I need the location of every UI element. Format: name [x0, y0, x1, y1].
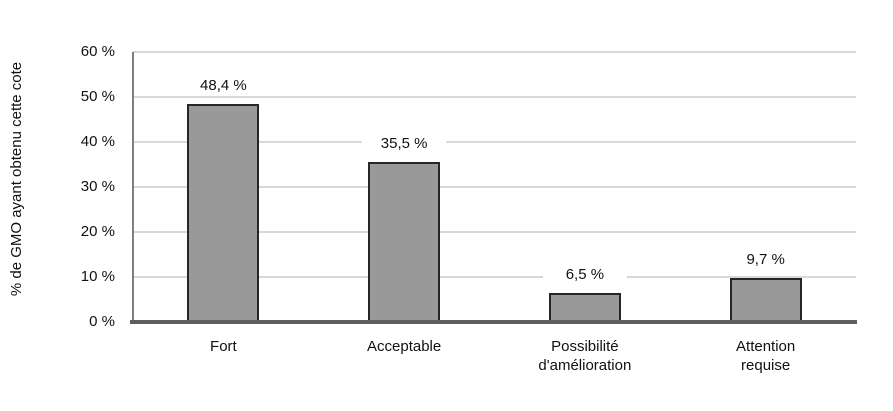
- gridline: [133, 51, 856, 53]
- bar-value-label: 6,5 %: [542, 265, 627, 284]
- x-category-label: Acceptable: [367, 338, 442, 355]
- y-tick-label: 60 %: [80, 43, 115, 60]
- x-category-label: Possibilité d'amélioration: [538, 338, 632, 374]
- bar: [368, 162, 441, 322]
- x-axis-baseline: [130, 320, 857, 324]
- y-tick-label: 0 %: [89, 313, 115, 330]
- y-tick-label: 30 %: [80, 178, 115, 195]
- y-tick-label: 50 %: [80, 88, 115, 105]
- bar: [548, 292, 621, 322]
- bar: [729, 278, 802, 322]
- y-tick-label: 40 %: [80, 133, 115, 150]
- y-tick-label: 10 %: [80, 268, 115, 285]
- bar: [187, 104, 260, 322]
- gridline: [133, 141, 856, 143]
- bar-value-label: 48,4 %: [181, 77, 266, 96]
- gridline: [133, 186, 856, 188]
- gridline: [133, 96, 856, 98]
- gridline: [133, 276, 856, 278]
- x-category-label: Fort: [210, 338, 237, 355]
- bar-value-label: 35,5 %: [362, 135, 447, 154]
- bar-value-label: 9,7 %: [723, 251, 808, 270]
- gridline: [133, 231, 856, 233]
- y-axis-line: [132, 52, 134, 322]
- y-tick-label: 20 %: [80, 223, 115, 240]
- y-axis-title: % de GMO ayant obtenu cette cote: [8, 61, 25, 297]
- x-category-label: Attention requise: [736, 338, 796, 374]
